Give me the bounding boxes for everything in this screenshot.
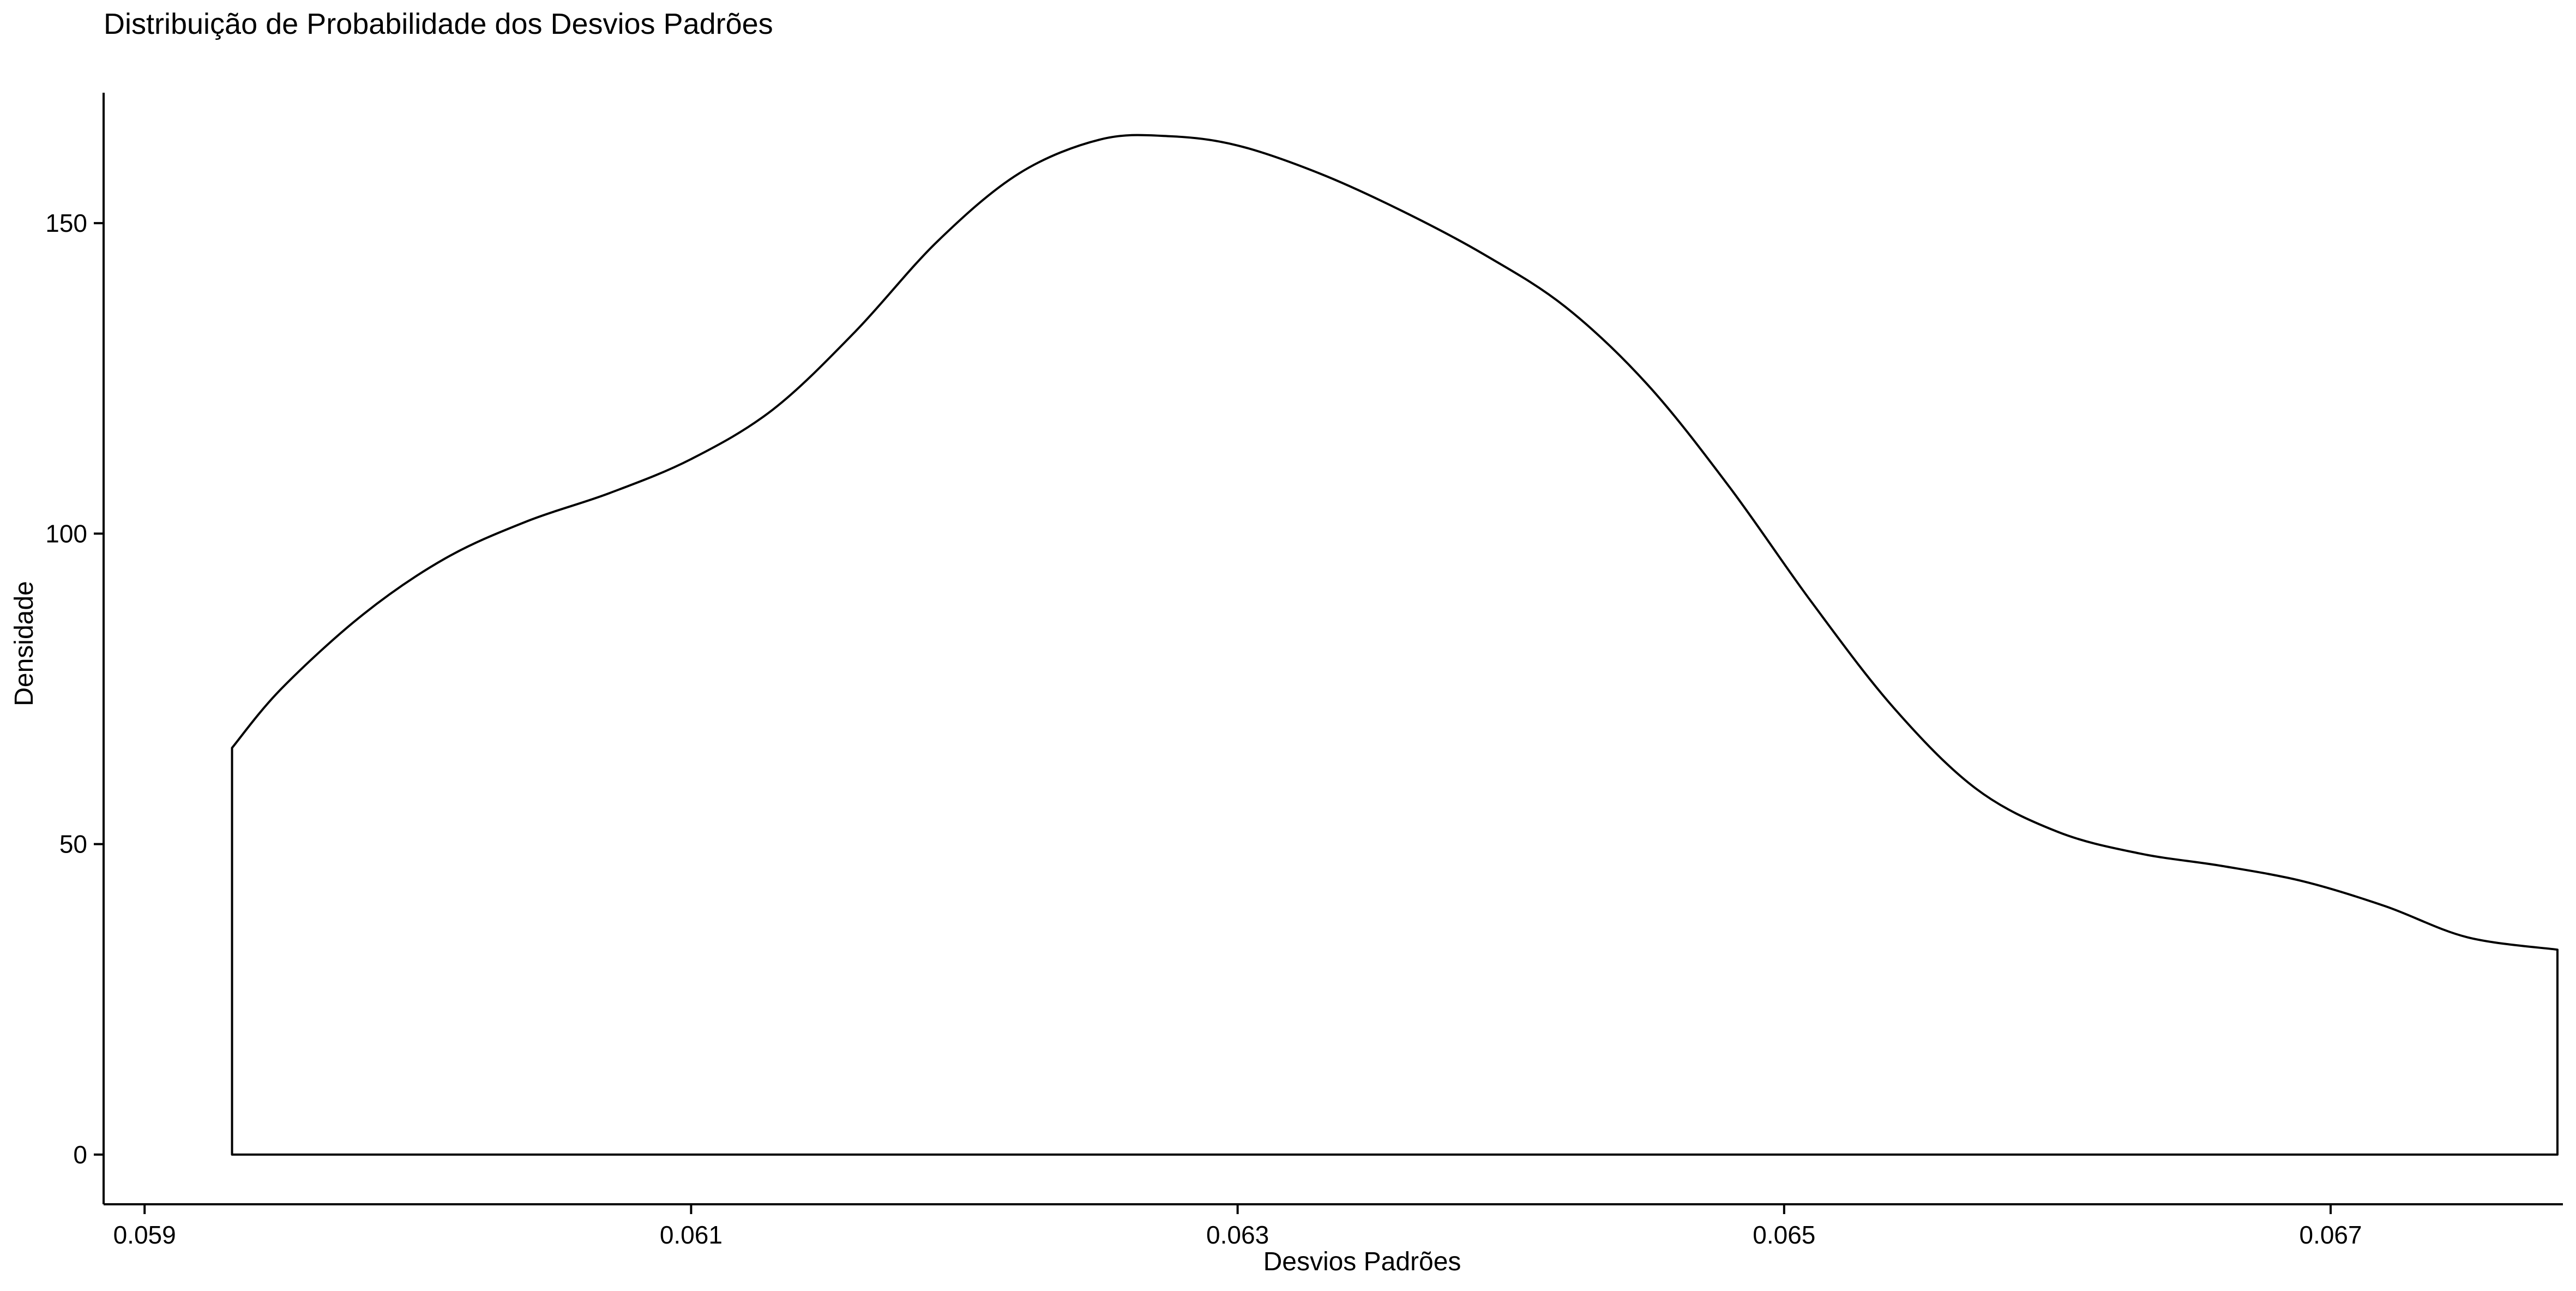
y-tick-label: 100 (45, 519, 87, 548)
axis-layer: 0.059 0.061 0.063 0.065 0.067 0 50 100 150 (45, 93, 2563, 1249)
x-tick-label: 0.065 (1753, 1221, 1815, 1249)
y-tick-label: 0 (73, 1140, 87, 1169)
y-axis-label: Densidade (10, 581, 39, 706)
density-area-0 (231, 134, 2559, 1156)
x-tick-label: 0.059 (113, 1221, 176, 1249)
x-tick-label: 0.063 (1206, 1221, 1269, 1249)
x-tick-label: 0.067 (2299, 1221, 2362, 1249)
y-tick-label: 150 (45, 209, 87, 237)
chart-title: Distribuição de Probabilidade dos Desvio… (104, 8, 773, 40)
x-axis-label: Desvios Padrões (1263, 1247, 1461, 1276)
y-tick-label: 50 (59, 830, 87, 858)
x-tick-label: 0.061 (660, 1221, 723, 1249)
plot-layer (231, 134, 2559, 1156)
